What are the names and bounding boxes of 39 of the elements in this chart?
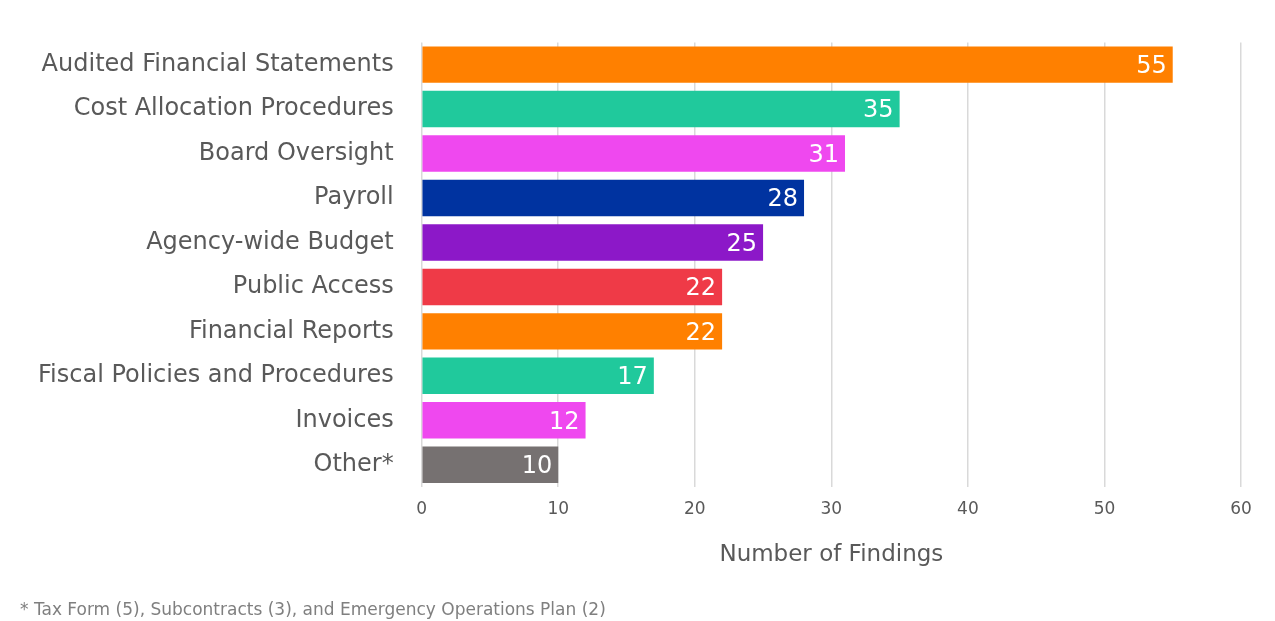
bar [422, 135, 846, 172]
data-label: 22 [685, 317, 717, 346]
bar [422, 268, 723, 306]
data-label: 17 [617, 362, 648, 391]
y-tick-label: Agency-wide Budget [146, 226, 394, 255]
y-tick-label: Audited Financial Statements [41, 48, 394, 77]
y-tick-label: Cost Allocation Procedures [73, 93, 394, 122]
y-tick-label: Financial Reports [188, 315, 394, 344]
data-label: 25 [726, 228, 758, 257]
x-tick-label: 0 [416, 497, 428, 518]
x-tick-label: 30 [820, 497, 843, 518]
x-tick-label: 20 [683, 497, 706, 518]
data-label: 55 [1136, 50, 1167, 79]
y-tick-label: Other* [313, 449, 394, 477]
bar [422, 313, 723, 350]
x-tick-label: 60 [1230, 497, 1252, 518]
bar [422, 179, 805, 217]
x-tick-label: 10 [547, 497, 570, 518]
data-label: 31 [808, 139, 839, 168]
y-tick-label: Board Oversight [198, 137, 394, 166]
bar [422, 224, 764, 261]
x-tick-label: 40 [957, 497, 979, 518]
bar [422, 90, 900, 128]
y-tick-label: Fiscal Policies and Procedures [38, 360, 394, 389]
data-label: 12 [549, 406, 580, 435]
data-label: 28 [767, 184, 799, 213]
bar [422, 46, 1173, 83]
bar [422, 402, 586, 439]
data-label: 22 [685, 273, 717, 302]
y-tick-label: Payroll [314, 182, 394, 211]
y-tick-label: Public Access [232, 271, 394, 300]
x-axis-title: Number of Findings [719, 540, 944, 567]
y-tick-label: Invoices [295, 404, 394, 433]
text: * Tax Form (5), Subcontracts (3), and Emergency Operations Plan (2) [20, 598, 606, 619]
x-tick-label: 50 [1093, 497, 1116, 518]
data-label: 10 [521, 451, 553, 479]
bar [422, 357, 654, 395]
data-label: 35 [863, 95, 894, 124]
bar [422, 446, 559, 483]
